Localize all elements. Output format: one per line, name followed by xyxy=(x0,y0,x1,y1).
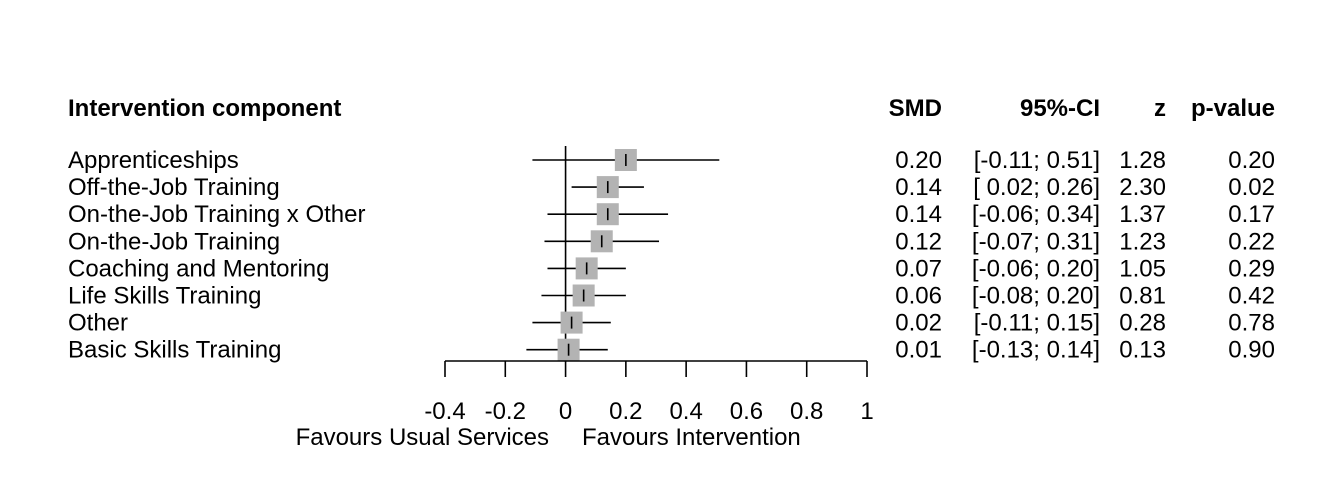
ci-value: [ 0.02; 0.26] xyxy=(973,174,1100,201)
p-value: 0.20 xyxy=(1228,147,1275,174)
header-smd: SMD xyxy=(889,95,942,122)
x-tick-label: 0.2 xyxy=(609,398,642,425)
ci-value: [-0.06; 0.20] xyxy=(972,255,1100,282)
p-value: 0.90 xyxy=(1228,337,1275,364)
x-tick-label: -0.4 xyxy=(424,398,465,425)
smd-value: 0.14 xyxy=(895,174,942,201)
z-value: 1.05 xyxy=(1119,255,1166,282)
forest-row: Off-the-Job Training 0.14 [ 0.02; 0.26] 2.3… xyxy=(68,174,1275,201)
z-value: 0.13 xyxy=(1119,337,1166,364)
ci-value: [-0.13; 0.14] xyxy=(972,337,1100,364)
p-value: 0.02 xyxy=(1228,174,1275,201)
z-value: 2.30 xyxy=(1119,174,1166,201)
header-p-value: p-value xyxy=(1191,95,1275,122)
p-value: 0.42 xyxy=(1228,283,1275,310)
smd-value: 0.07 xyxy=(895,255,942,282)
xlabel-left: Favours Usual Services xyxy=(296,424,549,451)
x-tick-label: 0.4 xyxy=(669,398,702,425)
row-label: Other xyxy=(68,310,128,337)
x-axis: -0.4 -0.2 0 0.2 0.4 0.6 0.8 1 xyxy=(424,360,874,425)
header-ci: 95%-CI xyxy=(1020,95,1100,122)
row-label: Life Skills Training xyxy=(68,283,261,310)
row-label: On-the-Job Training x Other xyxy=(68,201,365,228)
row-label: Off-the-Job Training xyxy=(68,174,280,201)
forest-row: Coaching and Mentoring 0.07 [-0.06; 0.20] 1… xyxy=(68,255,1275,282)
x-tick-label: 0.8 xyxy=(790,398,823,425)
header-label: Intervention component xyxy=(68,95,341,122)
p-value: 0.22 xyxy=(1228,228,1275,255)
ci-value: [-0.06; 0.34] xyxy=(972,201,1100,228)
forest-row: Life Skills Training 0.06 [-0.08; 0.20] 0.8… xyxy=(68,283,1275,310)
p-value: 0.17 xyxy=(1228,201,1275,228)
x-tick-label: 1 xyxy=(860,398,873,425)
ci-value: [-0.11; 0.51] xyxy=(974,147,1100,174)
row-label: Coaching and Mentoring xyxy=(68,255,330,282)
ci-value: [-0.07; 0.31] xyxy=(972,228,1100,255)
smd-value: 0.06 xyxy=(895,283,942,310)
smd-value: 0.20 xyxy=(895,147,942,174)
z-value: 1.23 xyxy=(1119,228,1166,255)
row-label: Basic Skills Training xyxy=(68,337,281,364)
p-value: 0.29 xyxy=(1228,255,1275,282)
smd-value: 0.02 xyxy=(895,310,942,337)
xlabel-right: Favours Intervention xyxy=(582,424,801,451)
smd-value: 0.01 xyxy=(895,337,942,364)
forest-row: Other 0.02 [-0.11; 0.15] 0.28 0.78 xyxy=(68,310,1275,337)
z-value: 1.37 xyxy=(1119,201,1166,228)
row-label: Apprenticeships xyxy=(68,147,239,174)
smd-value: 0.14 xyxy=(895,201,942,228)
ci-value: [-0.08; 0.20] xyxy=(972,283,1100,310)
row-label: On-the-Job Training xyxy=(68,228,280,255)
header-z: z xyxy=(1154,95,1166,122)
forest-row: On-the-Job Training 0.12 [-0.07; 0.31] 1.23… xyxy=(68,228,1275,255)
z-value: 0.28 xyxy=(1119,310,1166,337)
smd-value: 0.12 xyxy=(895,228,942,255)
forest-row: On-the-Job Training x Other 0.14 [-0.06; 0… xyxy=(68,201,1275,228)
forest-row: Apprenticeships 0.20 [-0.11; 0.51] 1.28 0.20 xyxy=(68,147,1275,174)
forest-row: Basic Skills Training 0.01 [-0.13; 0.14] 0.… xyxy=(68,337,1275,364)
x-tick-label: -0.2 xyxy=(485,398,526,425)
p-value: 0.78 xyxy=(1228,310,1275,337)
x-tick-label: 0.6 xyxy=(730,398,763,425)
z-value: 1.28 xyxy=(1119,147,1166,174)
forest-rows: Apprenticeships 0.20 [-0.11; 0.51] 1.28 0.20… xyxy=(68,147,1275,364)
ci-value: [-0.11; 0.15] xyxy=(974,310,1100,337)
z-value: 0.81 xyxy=(1119,283,1166,310)
x-tick-label: 0 xyxy=(559,398,572,425)
